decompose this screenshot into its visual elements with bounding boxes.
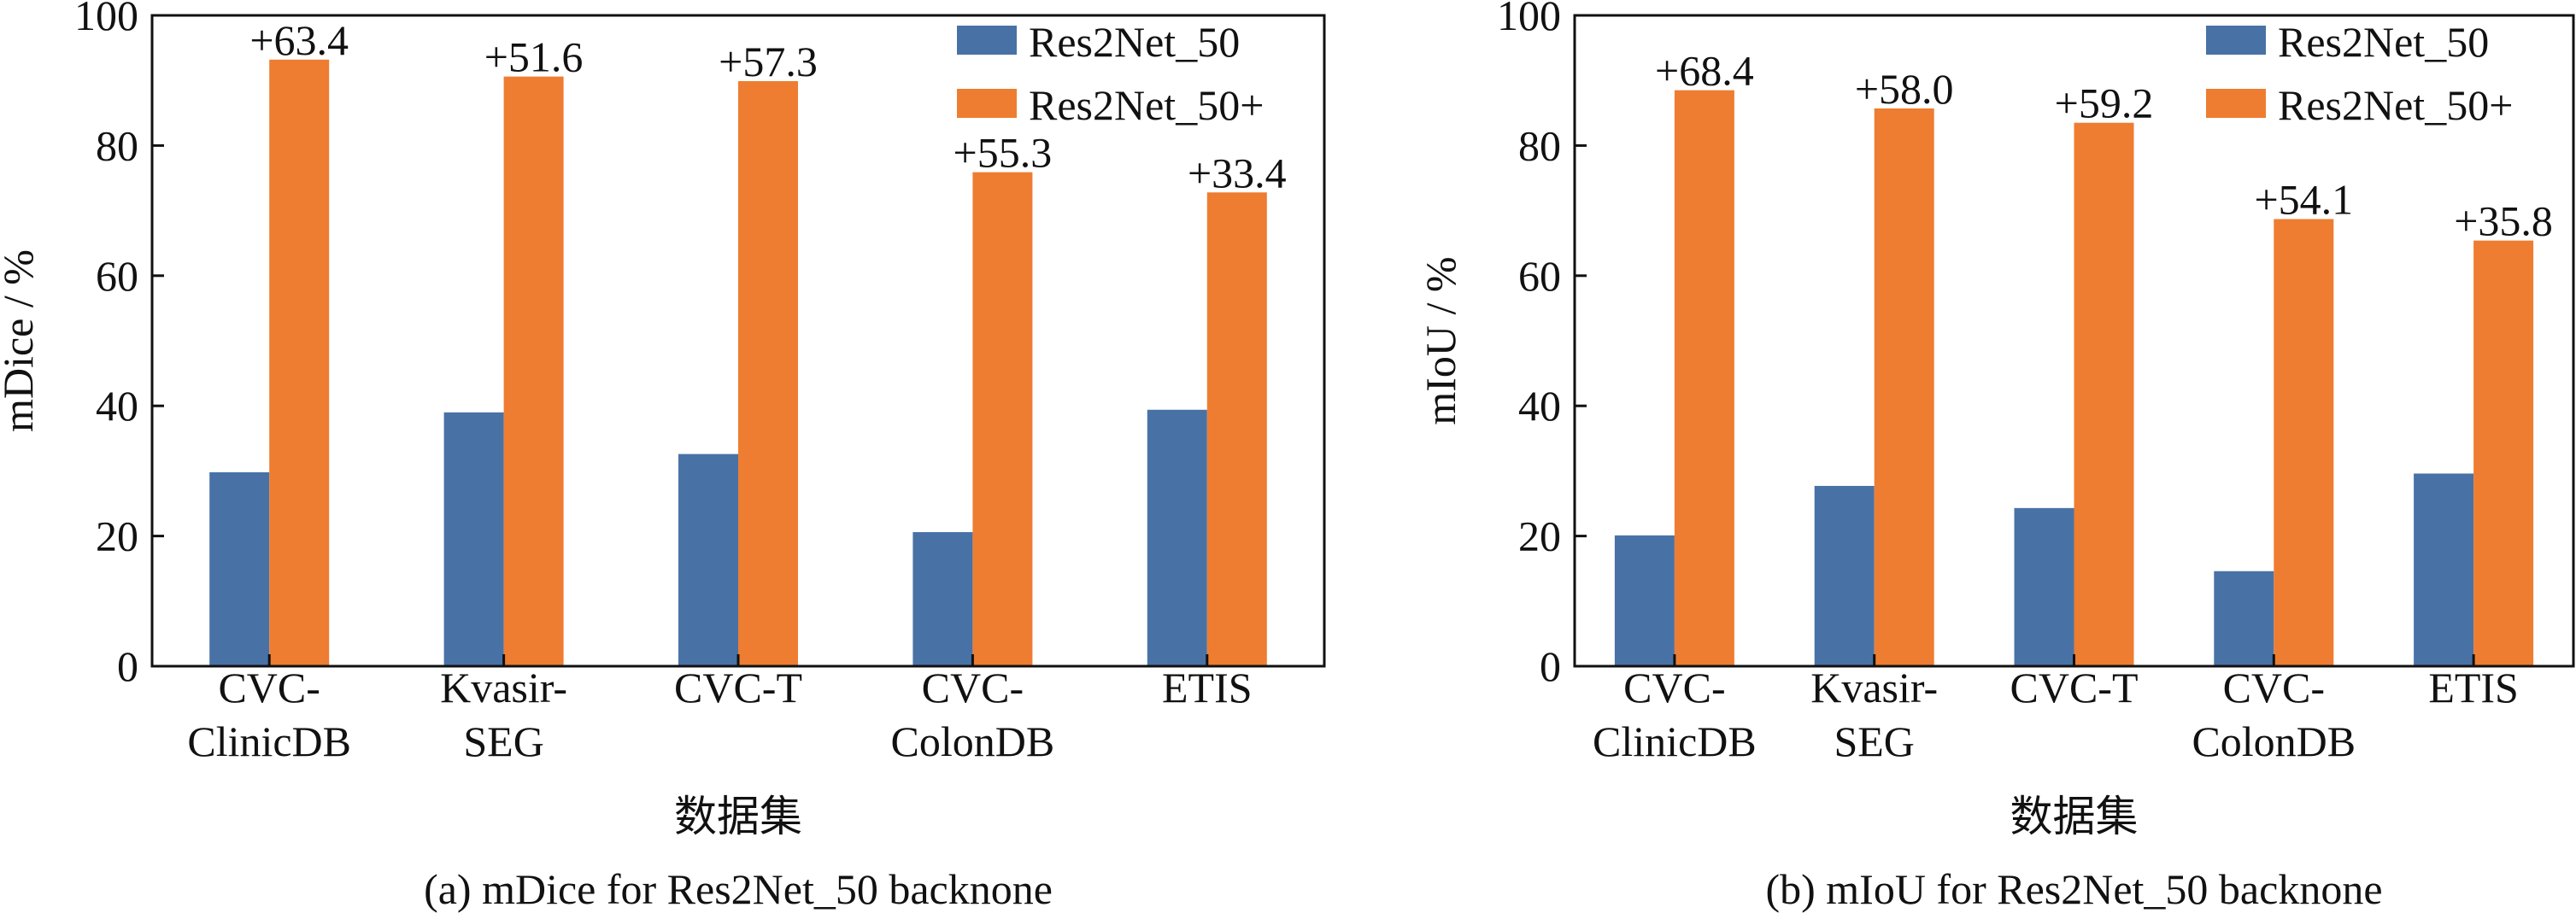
y-tick-label-80: 80 (96, 121, 138, 169)
x-tick-label-3-line-1: ColonDB (2192, 717, 2356, 765)
x-tick-label-3-line-0: CVC- (922, 664, 1024, 711)
bar-res2net50plus-2 (738, 80, 798, 667)
data-label-2: +59.2 (2055, 79, 2154, 127)
bar-res2net50-3 (912, 532, 973, 666)
figure-caption: (a) mDice for Res2Net_50 backnone (424, 865, 1053, 913)
bar-res2net50-0 (209, 471, 270, 666)
x-tick-label-3-line-1: ColonDB (891, 717, 1055, 765)
chart-panel-b: +68.4 +58.0 +59.2 +54.1 +35.8 0 20 40 60 80 100 CVC… (1417, 0, 2575, 913)
y-tick-label-20: 20 (96, 512, 138, 560)
bar-res2net50plus-1 (1874, 108, 1934, 666)
legend-swatch-res2net50 (957, 26, 1017, 55)
bar-res2net50-2 (2014, 507, 2074, 666)
x-tick-label-1-line-1: SEG (463, 717, 543, 765)
y-tick-label-40: 40 (1518, 382, 1561, 430)
x-tick-label-3-line-0: CVC- (2223, 664, 2325, 711)
y-tick-label-0: 0 (1540, 642, 1561, 690)
bar-res2net50-4 (1147, 409, 1207, 666)
bar-res2net50plus-3 (972, 172, 1033, 667)
bar-res2net50-2 (678, 454, 738, 666)
x-tick-label-4-line-0: ETIS (1162, 664, 1253, 711)
bar-res2net50plus-3 (2274, 219, 2334, 667)
data-label-1: +51.6 (484, 33, 584, 81)
chart-panel-a: +63.4 +51.6 +57.3 +55.3 +33.4 0 20 40 60 80 100 CVC… (0, 0, 1326, 913)
x-tick-label-2-line-0: CVC-T (674, 664, 802, 711)
data-label-0: +63.4 (249, 16, 349, 64)
data-label-3: +54.1 (2254, 176, 2353, 224)
legend-swatch-res2net50plus (957, 89, 1017, 118)
bar-res2net50plus-2 (2074, 122, 2134, 667)
bar-res2net50plus-1 (503, 76, 564, 667)
y-tick-label-100: 100 (74, 0, 138, 39)
legend-label-res2net50plus: Res2Net_50+ (2278, 81, 2513, 129)
legend-swatch-res2net50plus (2206, 89, 2266, 118)
bar-res2net50-1 (443, 412, 504, 666)
y-tick-label-0: 0 (117, 642, 138, 690)
legend-label-res2net50plus: Res2Net_50+ (1029, 81, 1264, 129)
x-tick-label-2-line-0: CVC-T (2010, 664, 2139, 711)
bar-res2net50-1 (1814, 485, 1875, 666)
data-label-0: +68.4 (1655, 47, 1754, 95)
x-tick-label-4-line-0: ETIS (2428, 664, 2519, 711)
y-tick-label-60: 60 (1518, 252, 1561, 300)
y-tick-label-20: 20 (1518, 512, 1561, 560)
y-tick-label-40: 40 (96, 382, 138, 430)
y-tick-label-60: 60 (96, 252, 138, 300)
x-tick-label-0-line-1: ClinicDB (1593, 717, 1757, 765)
x-tick-label-1-line-0: Kvasir- (440, 664, 567, 711)
data-label-4: +33.4 (1188, 149, 1287, 196)
data-label-1: +58.0 (1855, 65, 1954, 113)
x-tick-label-0-line-1: ClinicDB (187, 717, 351, 765)
legend-label-res2net50: Res2Net_50 (1029, 18, 1240, 66)
bar-res2net50plus-4 (1206, 192, 1267, 666)
x-axis-title: 数据集 (674, 793, 802, 840)
bar-res2net50plus-0 (1674, 90, 1734, 666)
legend: Res2Net_50 Res2Net_50+ (957, 18, 1264, 129)
bar-res2net50plus-0 (269, 59, 330, 667)
bar-res2net50-3 (2214, 571, 2274, 666)
x-tick-label-1-line-1: SEG (1834, 717, 1914, 765)
bar-res2net50-4 (2414, 473, 2474, 666)
x-tick-label-1-line-0: Kvasir- (1810, 664, 1938, 711)
legend: Res2Net_50 Res2Net_50+ (2206, 18, 2513, 129)
y-tick-label-80: 80 (1518, 121, 1561, 169)
bar-res2net50-0 (1614, 535, 1675, 666)
data-label-2: +57.3 (719, 38, 818, 85)
y-tick-label-100: 100 (1497, 0, 1561, 39)
x-tick-label-0-line-0: CVC- (218, 664, 320, 711)
x-axis-title: 数据集 (2010, 793, 2139, 840)
bar-res2net50plus-4 (2473, 240, 2534, 666)
data-label-3: +55.3 (954, 129, 1053, 177)
data-label-4: +35.8 (2454, 197, 2553, 245)
legend-label-res2net50: Res2Net_50 (2278, 18, 2489, 66)
y-axis-title: mIoU / % (1417, 256, 1464, 424)
figure-caption: (b) mIoU for Res2Net_50 backnone (1765, 865, 2382, 913)
x-tick-label-0-line-0: CVC- (1623, 664, 1725, 711)
legend-swatch-res2net50 (2206, 26, 2266, 55)
y-axis-title: mDice / % (0, 249, 42, 432)
